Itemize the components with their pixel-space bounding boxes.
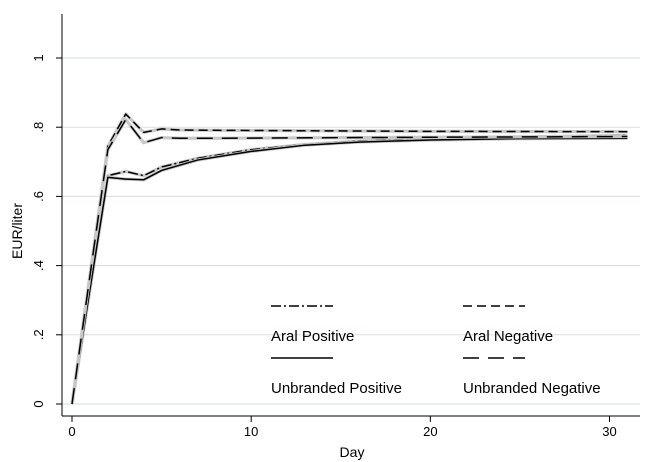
y-tick-label: .6 bbox=[31, 191, 46, 202]
y-tick-label: 0 bbox=[31, 400, 46, 407]
x-tick-label: 0 bbox=[68, 424, 75, 439]
y-axis-title: EUR/liter bbox=[9, 203, 25, 259]
x-tick-label: 30 bbox=[602, 424, 616, 439]
x-axis-ticks: 0 10 20 30 bbox=[68, 416, 617, 439]
gridlines bbox=[62, 57, 640, 405]
legend: Aral Positive Aral Negative Unbranded Posi… bbox=[271, 305, 601, 397]
y-tick-label: .4 bbox=[31, 260, 46, 271]
x-axis-title: Day bbox=[340, 444, 365, 460]
y-tick-label: 1 bbox=[31, 54, 46, 61]
series-line-3 bbox=[71, 118, 628, 405]
series-line-2 bbox=[71, 137, 628, 405]
x-tick-label: 20 bbox=[423, 424, 437, 439]
legend-label-1: Aral Negative bbox=[463, 328, 553, 345]
series-lines bbox=[70, 112, 628, 405]
x-tick-label: 10 bbox=[244, 424, 258, 439]
legend-label-3: Unbranded Negative bbox=[463, 380, 601, 397]
y-axis-ticks: 0 .2 .4 .6 .8 1 bbox=[31, 54, 62, 408]
legend-label-0: Aral Positive bbox=[271, 328, 354, 345]
y-tick-label: .2 bbox=[31, 329, 46, 340]
legend-label-2: Unbranded Positive bbox=[271, 380, 402, 397]
y-tick-label: .8 bbox=[31, 122, 46, 133]
